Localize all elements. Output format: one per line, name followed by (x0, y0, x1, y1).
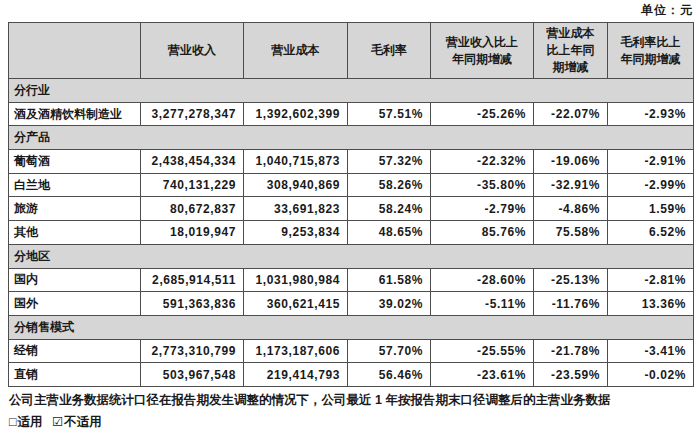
value-cell: -22.07% (534, 102, 608, 126)
value-cell: -23.61% (431, 363, 534, 387)
section-header-row: 分地区 (9, 244, 694, 268)
value-cell: -0.02% (608, 363, 694, 387)
value-cell: -5.11% (431, 292, 534, 316)
value-cell: 9,253,834 (244, 221, 348, 245)
value-cell: -32.91% (534, 173, 608, 197)
table-row: 经销2,773,310,7991,173,187,60657.70%-25.55… (9, 339, 694, 363)
col-header-empty (9, 23, 141, 79)
value-cell: 2,438,454,334 (141, 150, 244, 174)
col-header-margin-yoy: 毛利率比上 年同期增减 (608, 23, 694, 79)
value-cell: 57.51% (348, 102, 431, 126)
applicable-options: □适用 ☑不适用 (9, 414, 108, 431)
col-header-gross-margin: 毛利率 (348, 23, 431, 79)
value-cell: 33,691,823 (244, 197, 348, 221)
value-cell: 503,967,548 (141, 363, 244, 387)
value-cell: 39.02% (348, 292, 431, 316)
table-row: 酒及酒精饮料制造业3,277,278,3471,392,602,39957.51… (9, 102, 694, 126)
value-cell: 2,685,914,511 (141, 268, 244, 292)
value-cell: 6.52% (608, 221, 694, 245)
row-label-cell: 白兰地 (9, 173, 141, 197)
option-applicable[interactable]: □适用 (9, 415, 43, 429)
row-label-cell: 葡萄酒 (9, 150, 141, 174)
option-not-applicable[interactable]: ☑不适用 (52, 415, 102, 429)
value-cell: 56.46% (348, 363, 431, 387)
row-label-cell: 直销 (9, 363, 141, 387)
value-cell: 57.70% (348, 339, 431, 363)
col-header-cost: 营业成本 (244, 23, 348, 79)
value-cell: 1.59% (608, 197, 694, 221)
section-header-cell: 分销售模式 (9, 315, 694, 339)
col-header-revenue: 营业收入 (141, 23, 244, 79)
value-cell: 80,672,837 (141, 197, 244, 221)
value-cell: -25.26% (431, 102, 534, 126)
value-cell: 48.65% (348, 221, 431, 245)
section-header-cell: 分产品 (9, 126, 694, 150)
table-row: 旅游80,672,83733,691,82358.24%-2.79%-4.86%… (9, 197, 694, 221)
value-cell: 75.58% (534, 221, 608, 245)
value-cell: -2.91% (608, 150, 694, 174)
section-header-row: 分产品 (9, 126, 694, 150)
value-cell: -19.06% (534, 150, 608, 174)
value-cell: 18,019,947 (141, 221, 244, 245)
row-label-cell: 其他 (9, 221, 141, 245)
main-business-data-table: 营业收入 营业成本 毛利率 营业收入比上 年同期增减 营业成本 比上年同 期增减… (8, 22, 694, 387)
value-cell: 61.58% (348, 268, 431, 292)
col-header-cost-yoy: 营业成本 比上年同 期增减 (534, 23, 608, 79)
value-cell: 308,940,869 (244, 173, 348, 197)
value-cell: -25.55% (431, 339, 534, 363)
section-header-row: 分行业 (9, 79, 694, 103)
footer-note: 公司主营业务数据统计口径在报告期发生调整的情况下，公司最近 1 年按报告期末口径… (9, 392, 693, 409)
value-cell: -28.60% (431, 268, 534, 292)
value-cell: 219,414,793 (244, 363, 348, 387)
value-cell: 1,173,187,606 (244, 339, 348, 363)
row-label-cell: 酒及酒精饮料制造业 (9, 102, 141, 126)
value-cell: 3,277,278,347 (141, 102, 244, 126)
value-cell: -2.99% (608, 173, 694, 197)
table-row: 白兰地740,131,229308,940,86958.26%-35.80%-3… (9, 173, 694, 197)
value-cell: 1,031,980,984 (244, 268, 348, 292)
unit-label: 单位：元 (641, 2, 693, 19)
value-cell: 591,363,836 (141, 292, 244, 316)
value-cell: 57.32% (348, 150, 431, 174)
value-cell: -2.81% (608, 268, 694, 292)
value-cell: 85.76% (431, 221, 534, 245)
table-row: 其他18,019,9479,253,83448.65%85.76%75.58%6… (9, 221, 694, 245)
value-cell: 58.24% (348, 197, 431, 221)
value-cell: 740,131,229 (141, 173, 244, 197)
col-header-revenue-yoy: 营业收入比上 年同期增减 (431, 23, 534, 79)
value-cell: -35.80% (431, 173, 534, 197)
table-row: 葡萄酒2,438,454,3341,040,715,87357.32%-22.3… (9, 150, 694, 174)
value-cell: 13.36% (608, 292, 694, 316)
value-cell: -2.93% (608, 102, 694, 126)
value-cell: -2.79% (431, 197, 534, 221)
value-cell: 360,621,415 (244, 292, 348, 316)
section-header-cell: 分地区 (9, 244, 694, 268)
value-cell: -3.41% (608, 339, 694, 363)
report-page: 单位：元 营业收入 营业成本 毛利率 营业收入比上 年同期增减 营业成本 比上年… (0, 0, 700, 436)
row-label-cell: 经销 (9, 339, 141, 363)
row-label-cell: 旅游 (9, 197, 141, 221)
row-label-cell: 国外 (9, 292, 141, 316)
option-applicable-label: 适用 (18, 415, 43, 429)
table-row: 国内2,685,914,5111,031,980,98461.58%-28.60… (9, 268, 694, 292)
value-cell: -11.76% (534, 292, 608, 316)
value-cell: 1,040,715,873 (244, 150, 348, 174)
checkbox-unchecked-icon: □ (9, 415, 17, 429)
value-cell: -23.59% (534, 363, 608, 387)
section-header-cell: 分行业 (9, 79, 694, 103)
value-cell: -4.86% (534, 197, 608, 221)
row-label-cell: 国内 (9, 268, 141, 292)
value-cell: 2,773,310,799 (141, 339, 244, 363)
table-header-row: 营业收入 营业成本 毛利率 营业收入比上 年同期增减 营业成本 比上年同 期增减… (9, 23, 694, 79)
value-cell: 1,392,602,399 (244, 102, 348, 126)
table-row: 直销503,967,548219,414,79356.46%-23.61%-23… (9, 363, 694, 387)
checkbox-checked-icon: ☑ (52, 415, 63, 429)
value-cell: -22.32% (431, 150, 534, 174)
value-cell: 58.26% (348, 173, 431, 197)
option-not-applicable-label: 不适用 (64, 415, 102, 429)
section-header-row: 分销售模式 (9, 315, 694, 339)
value-cell: -21.78% (534, 339, 608, 363)
value-cell: -25.13% (534, 268, 608, 292)
table-row: 国外591,363,836360,621,41539.02%-5.11%-11.… (9, 292, 694, 316)
